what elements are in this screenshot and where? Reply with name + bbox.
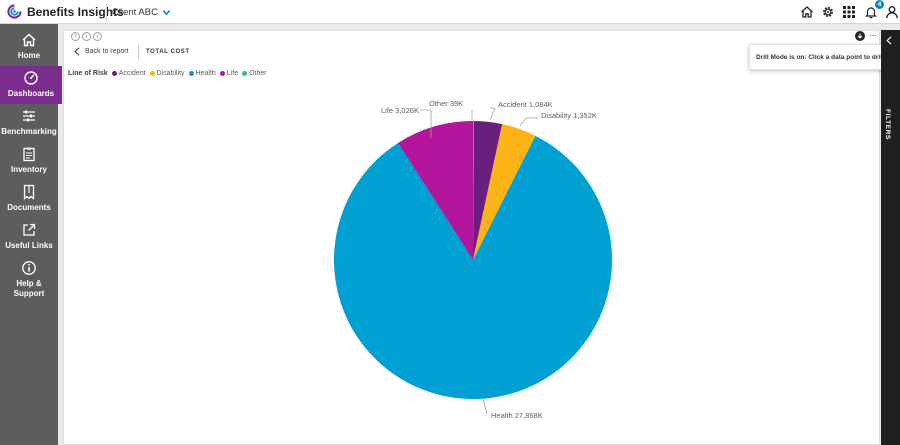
data-label-other: Other 39K: [429, 99, 463, 108]
home-icon: [22, 33, 36, 47]
clipboard-icon: [23, 147, 35, 162]
expand-icon[interactable]: ⇩: [93, 32, 102, 41]
sidebar-item-label: Useful Links: [5, 241, 53, 250]
pie-chart: Other 39K Accident 1,084K Disability 1,352…: [334, 99, 613, 420]
benchmark-icon: [23, 110, 35, 122]
leader-line: [420, 109, 432, 138]
leader-line: [489, 107, 496, 121]
sidebar-item-label: Dashboards: [7, 89, 55, 98]
sidebar-item-label: Inventory: [10, 165, 47, 174]
legend-item-health[interactable]: Health: [188, 70, 216, 77]
legend-dot: [111, 71, 117, 76]
sidebar-item-help-support[interactable]: Help & Support: [0, 256, 58, 304]
external-link-icon: [23, 223, 36, 236]
visual-options: ···: [855, 30, 877, 41]
chart-legend: Line of Risk Accident Disability Health …: [68, 70, 271, 77]
top-bar: Benefits Insights Client ABC 4: [0, 0, 900, 24]
data-label-life: Life 3,026K: [381, 106, 419, 115]
pie-slice-other[interactable]: [473, 121, 475, 260]
leader-line: [482, 398, 488, 415]
legend-dot: [149, 71, 155, 76]
legend-label: Disability: [156, 70, 185, 77]
sidebar: Home Dashboards Benchmarking Inventory D…: [0, 24, 62, 445]
filters-label: FILTERS: [884, 109, 891, 140]
leader-line: [519, 117, 538, 127]
legend-label: Accident: [118, 70, 146, 77]
user-icon[interactable]: [883, 3, 900, 21]
legend-item-life[interactable]: Life: [219, 70, 239, 77]
client-selector[interactable]: Client ABC: [112, 3, 171, 21]
drill-up-icon[interactable]: ⇧: [82, 32, 91, 41]
legend-title: Line of Risk: [68, 70, 108, 77]
legend-dot: [242, 71, 248, 76]
drill-mode-tooltip: Drill Mode is on: Click a data point to …: [749, 44, 886, 70]
gear-icon[interactable]: [819, 3, 837, 21]
app-grid-icon[interactable]: [840, 3, 858, 21]
sidebar-item-label: Home: [17, 51, 41, 60]
legend-item-accident[interactable]: Accident: [111, 70, 146, 77]
logo-icon: [7, 4, 22, 19]
notification-badge: 4: [875, 0, 884, 9]
visual-title: TOTAL COST: [146, 49, 190, 55]
legend-label: Other: [249, 70, 267, 77]
document-icon: [23, 184, 35, 200]
sidebar-item-useful-links[interactable]: Useful Links: [0, 218, 58, 256]
sidebar-item-label: Benchmarking: [1, 127, 57, 136]
legend-dot: [188, 71, 194, 76]
pie-slice-disability[interactable]: [473, 124, 536, 261]
pie-slice-life[interactable]: [398, 121, 473, 260]
filters-pane-toggle[interactable]: FILTERS: [881, 30, 900, 445]
divider: [106, 4, 107, 20]
drill-mode-icon[interactable]: [855, 31, 865, 41]
sidebar-item-benchmarking[interactable]: Benchmarking: [0, 104, 58, 142]
back-label: Back to report: [85, 48, 129, 55]
data-label-accident: Accident 1,084K: [498, 100, 553, 109]
data-label-health: Health 27,868K: [491, 411, 543, 420]
legend-dot: [219, 71, 225, 76]
sidebar-item-label: Support: [13, 289, 45, 298]
sidebar-item-inventory[interactable]: Inventory: [0, 142, 58, 180]
sidebar-item-documents[interactable]: Documents: [0, 180, 58, 218]
bell-icon[interactable]: 4: [862, 0, 884, 21]
legend-item-disability[interactable]: Disability: [149, 70, 185, 77]
data-label-disability: Disability 1,352K: [541, 111, 597, 120]
home-icon[interactable]: [798, 3, 816, 21]
pie-slice-health[interactable]: [334, 135, 613, 399]
sidebar-item-home[interactable]: Home: [0, 28, 58, 66]
chevron-left-icon: [886, 36, 892, 45]
info-icon: [22, 261, 36, 275]
divider: [138, 44, 139, 61]
dashboard-icon: [24, 71, 38, 85]
sidebar-item-dashboards[interactable]: Dashboards: [0, 66, 62, 104]
sidebar-item-label: Help &: [16, 279, 42, 288]
sidebar-item-label: Documents: [7, 203, 51, 212]
filter-indicator-icon[interactable]: ?: [71, 32, 80, 41]
pie-slice-accident[interactable]: [473, 121, 503, 260]
legend-label: Health: [195, 70, 216, 77]
legend-item-other[interactable]: Other: [242, 70, 267, 77]
back-to-report-button[interactable]: Back to report: [74, 47, 129, 56]
chevron-down-icon: [162, 9, 171, 15]
visual-header-icons: ? ⇧ ⇩: [71, 32, 102, 41]
app-title: Benefits Insights: [27, 5, 124, 19]
chevron-left-icon: [74, 47, 80, 56]
client-label: Client ABC: [112, 6, 158, 18]
legend-label: Life: [226, 70, 239, 77]
more-options-icon[interactable]: ···: [869, 30, 877, 41]
